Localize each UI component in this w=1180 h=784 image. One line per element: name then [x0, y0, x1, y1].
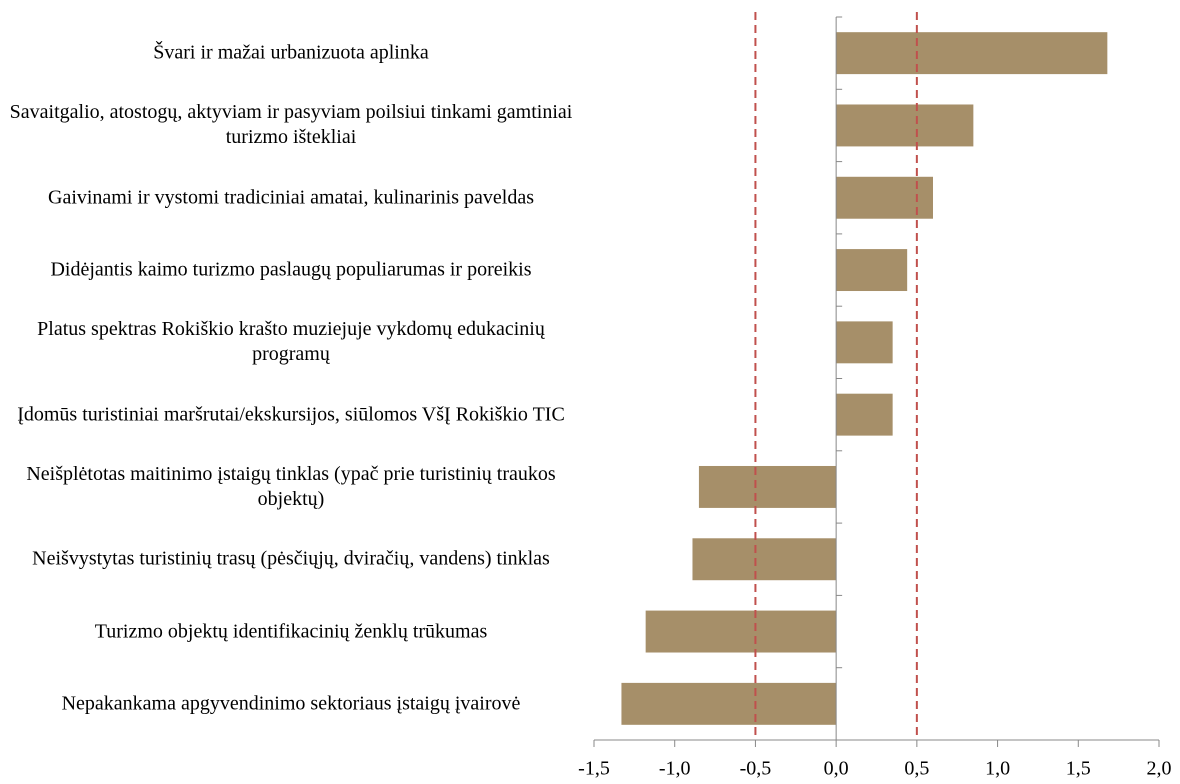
category-label: Didėjantis kaimo turizmo paslaugų populi…	[50, 258, 532, 281]
category-label: Turizmo objektų identifikacinių ženklų t…	[94, 620, 488, 643]
category-label: Savaitgalio, atostogų, aktyviam ir pasyv…	[9, 101, 573, 149]
x-tick-label: -0,5	[740, 758, 772, 780]
bar	[836, 104, 974, 147]
category-label: Gaivinami ir vystomi tradiciniai amatai,…	[48, 186, 534, 209]
bar	[836, 176, 933, 219]
category-label: Įdomūs turistiniai maršrutai/ekskursijos…	[17, 403, 565, 426]
bar	[698, 465, 837, 508]
category-label: Platus spektras Rokiškio krašto muziejuj…	[37, 318, 545, 366]
x-tick-label: 2,0	[1147, 758, 1172, 780]
bar	[621, 682, 837, 725]
category-label: Neišvystytas turistinių trasų (pėsčiųjų,…	[32, 547, 550, 570]
x-tick-label: 0,5	[904, 758, 929, 780]
bar	[836, 393, 893, 436]
bar	[836, 321, 893, 364]
bar	[645, 610, 837, 653]
bar	[836, 249, 908, 292]
bar	[836, 32, 1108, 75]
x-tick-label: 0,0	[824, 758, 849, 780]
x-tick-label: -1,5	[578, 758, 610, 780]
category-label: Švari ir mažai urbanizuota aplinka	[153, 41, 429, 64]
x-tick-label: 1,5	[1066, 758, 1091, 780]
x-tick-label: -1,0	[659, 758, 691, 780]
bar	[692, 538, 837, 581]
category-label: Nepakankama apgyvendinimo sektoriaus įst…	[61, 692, 521, 715]
category-label: Neišplėtotas maitinimo įstaigų tinklas (…	[26, 462, 556, 510]
x-tick-label: 1,0	[985, 758, 1010, 780]
